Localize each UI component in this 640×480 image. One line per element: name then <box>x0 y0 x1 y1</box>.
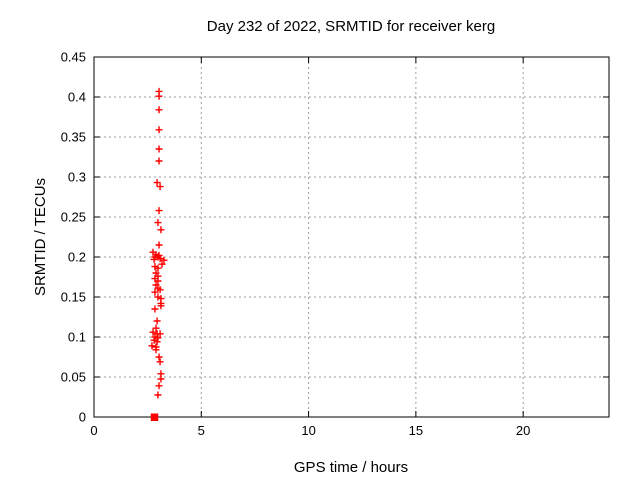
y-tick-label: 0.4 <box>68 90 86 105</box>
data-point-marker <box>158 260 166 268</box>
data-point-marker <box>150 255 158 263</box>
y-tick-label: 0.05 <box>61 370 86 385</box>
data-point-marker <box>155 92 163 100</box>
data-point-marker <box>155 157 163 165</box>
data-point-marker <box>155 251 163 259</box>
data-point-marker <box>155 382 163 390</box>
data-point-marker <box>152 346 160 354</box>
x-axis-label: GPS time / hours <box>294 459 408 476</box>
data-point-marker <box>148 342 156 350</box>
plot-area: 0 5 10 15 20 0 0.05 0.1 0.15 0.2 0.25 0.3 0.35 0.4 0.4… <box>61 50 610 438</box>
y-tick-label: 0.45 <box>61 50 86 65</box>
data-point-marker <box>156 286 164 294</box>
y-tick-label: 0 <box>79 410 86 425</box>
data-point-marker <box>153 338 161 346</box>
zero-cluster-marker <box>150 413 159 421</box>
data-point-marker <box>154 219 162 227</box>
data-point-marker <box>152 324 160 332</box>
data-point-marker <box>155 353 163 361</box>
data-point-marker <box>160 256 168 264</box>
data-point-marker <box>154 391 162 399</box>
y-axis-label: SRMTID / TECUs <box>32 178 49 296</box>
x-tick-label: 0 <box>90 423 97 438</box>
data-point-marker <box>156 358 164 366</box>
data-point-marker <box>149 328 157 336</box>
data-point-marker <box>157 302 165 310</box>
data-point-marker <box>153 317 161 325</box>
y-tick-label: 0.15 <box>61 290 86 305</box>
data-point-marker <box>156 255 164 263</box>
data-point-marker <box>154 334 162 342</box>
y-tick-label: 0.3 <box>68 170 86 185</box>
data-point-marker <box>155 241 163 249</box>
data-point-marker <box>156 330 164 338</box>
y-tick-label: 0.25 <box>61 210 86 225</box>
plot-border <box>93 56 610 418</box>
data-point-marker <box>151 288 159 296</box>
y-tick-label: 0.2 <box>68 250 86 265</box>
chart-title: Day 232 of 2022, SRMTID for receiver ker… <box>207 18 495 35</box>
data-point-marker <box>154 264 162 272</box>
x-tick-label: 5 <box>198 423 205 438</box>
data-point-marker <box>154 277 162 285</box>
y-tick-label: 0.1 <box>68 330 86 345</box>
data-point-marker <box>157 375 165 383</box>
y-tick-label: 0.35 <box>61 130 86 145</box>
data-point-marker <box>156 183 164 191</box>
data-point-marker <box>155 126 163 134</box>
x-tick-label: 10 <box>301 423 315 438</box>
data-point-marker <box>151 305 159 313</box>
data-point-marker <box>153 179 161 187</box>
data-point-marker <box>157 226 165 234</box>
data-point-marker <box>155 106 163 114</box>
data-point-marker <box>155 207 163 215</box>
data-point-marker <box>155 145 163 153</box>
x-tick-label: 15 <box>409 423 423 438</box>
x-tick-label: 20 <box>516 423 530 438</box>
